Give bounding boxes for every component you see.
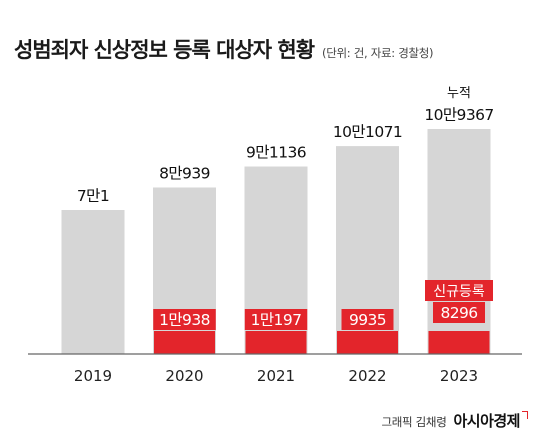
new-annotation-background — [425, 280, 493, 301]
total-value-label: 10만9367 — [424, 106, 493, 124]
x-tick-label: 2019 — [74, 367, 112, 385]
publisher-logo: 아시아경제 — [453, 412, 520, 430]
total-value-label: 8만939 — [159, 164, 210, 182]
new-registration-annotation: 신규등록 — [433, 284, 485, 300]
x-tick-label: 2020 — [165, 367, 203, 385]
new-registration-value-label: 1만197 — [251, 311, 302, 329]
cumulative-annotation: 누적 — [447, 86, 471, 101]
new-label-background — [433, 302, 485, 323]
x-tick-label: 2023 — [440, 367, 478, 385]
new-label-background — [153, 309, 216, 330]
new-registration-bar-2021 — [245, 331, 307, 354]
x-tick-label: 2021 — [257, 367, 295, 385]
new-label-background — [341, 309, 394, 330]
chart-header: 성범죄자 신상정보 등록 대상자 현황 (단위: 건, 자료: 경찰청) — [14, 34, 434, 64]
footer: 그래픽 김채령 아시아경제 — [381, 410, 528, 431]
new-registration-value-label: 1만938 — [159, 311, 210, 329]
logo-mark-icon — [522, 411, 528, 419]
unit-source-note: (단위: 건, 자료: 경찰청) — [322, 46, 434, 60]
total-value-label: 9만1136 — [246, 144, 306, 162]
total-bar-2019 — [61, 210, 125, 354]
new-registration-bar-2020 — [154, 331, 215, 354]
new-registration-bar-2022 — [337, 331, 398, 354]
new-registration-value-label: 8296 — [440, 304, 477, 322]
total-value-label: 10만1071 — [333, 123, 402, 141]
total-value-label: 7만1 — [77, 187, 109, 205]
new-registration-value-label: 9935 — [349, 311, 386, 329]
x-tick-label: 2022 — [348, 367, 386, 385]
new-registration-bar-2023 — [428, 331, 490, 354]
chart-title: 성범죄자 신상정보 등록 대상자 현황 — [14, 38, 315, 62]
new-label-background — [244, 309, 308, 330]
graphic-credit: 그래픽 김채령 — [381, 415, 447, 429]
